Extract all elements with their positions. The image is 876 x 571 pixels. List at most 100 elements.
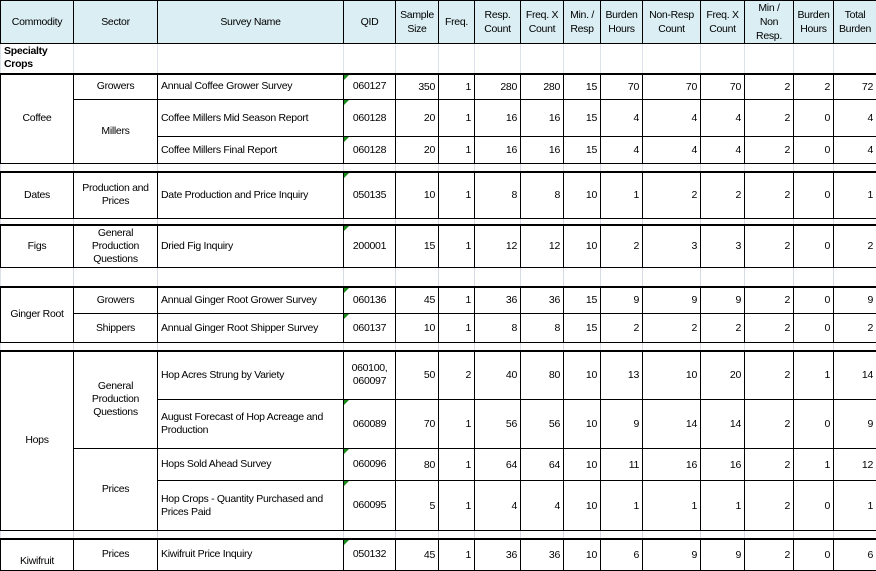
value-cell-freq-x-count[interactable]: 280	[520, 72, 564, 100]
value-cell-total-burden[interactable]: 9	[833, 285, 876, 314]
empty-cell[interactable]	[73, 342, 158, 351]
value-cell-min-per-nonresp[interactable]: 2	[744, 313, 794, 343]
value-cell-non-resp-count[interactable]: 4	[642, 136, 701, 164]
comment-marker-icon[interactable]	[344, 314, 349, 319]
empty-cell[interactable]	[700, 163, 745, 172]
column-header-survey-name[interactable]: Survey Name	[157, 0, 344, 44]
value-cell-burden-hours-nonresp[interactable]: 0	[793, 285, 834, 314]
sector-cell[interactable]: Prices	[73, 448, 158, 531]
value-cell-freq[interactable]: 1	[438, 223, 475, 268]
empty-cell[interactable]	[700, 530, 745, 539]
value-cell-freq-x-count-nonresp[interactable]: 9	[700, 537, 745, 571]
value-cell-min-per-nonresp[interactable]: 2	[744, 349, 794, 400]
empty-cell[interactable]	[833, 163, 876, 172]
value-cell-freq[interactable]: 1	[438, 448, 475, 481]
value-cell-resp-count[interactable]: 16	[474, 99, 521, 137]
empty-cell[interactable]	[73, 163, 158, 172]
empty-cell[interactable]	[474, 530, 521, 539]
value-cell-freq-x-count-nonresp[interactable]: 2	[700, 170, 745, 219]
empty-cell[interactable]	[395, 43, 439, 74]
value-cell-resp-count[interactable]: 56	[474, 399, 521, 449]
value-cell-total-burden[interactable]: 2	[833, 223, 876, 268]
survey-name-cell[interactable]: Dried Fig Inquiry	[157, 223, 344, 268]
value-cell-non-resp-count[interactable]: 10	[642, 349, 701, 400]
value-cell-non-resp-count[interactable]: 2	[642, 170, 701, 219]
qid-cell[interactable]: 060096	[343, 448, 396, 481]
value-cell-burden-hours-nonresp[interactable]: 2	[793, 72, 834, 100]
empty-cell[interactable]	[833, 43, 876, 74]
empty-cell[interactable]	[700, 43, 745, 74]
empty-cell[interactable]	[438, 342, 475, 351]
empty-cell[interactable]	[563, 163, 601, 172]
survey-name-cell[interactable]: Kiwifruit Price Inquiry	[157, 537, 344, 571]
value-cell-resp-count[interactable]: 64	[474, 448, 521, 481]
sector-cell[interactable]: Prices	[73, 537, 158, 571]
empty-cell[interactable]	[157, 163, 344, 172]
survey-name-cell[interactable]: Hops Sold Ahead Survey	[157, 448, 344, 481]
qid-cell[interactable]: 050135	[343, 170, 396, 219]
sector-cell[interactable]: Growers	[73, 285, 158, 314]
value-cell-freq-x-count[interactable]: 8	[520, 170, 564, 219]
value-cell-burden-hours[interactable]: 9	[600, 285, 643, 314]
value-cell-freq-x-count[interactable]: 4	[520, 480, 564, 531]
empty-cell[interactable]	[157, 43, 344, 74]
value-cell-min-per-resp[interactable]: 15	[563, 285, 601, 314]
empty-cell[interactable]	[642, 163, 701, 172]
commodity-cell[interactable]: Dates	[0, 170, 74, 219]
value-cell-resp-count[interactable]: 40	[474, 349, 521, 400]
empty-cell[interactable]	[793, 163, 834, 172]
value-cell-total-burden[interactable]: 1	[833, 480, 876, 531]
empty-cell[interactable]	[563, 267, 601, 287]
value-cell-freq[interactable]: 1	[438, 285, 475, 314]
value-cell-min-per-nonresp[interactable]: 2	[744, 448, 794, 481]
value-cell-burden-hours-nonresp[interactable]: 0	[793, 537, 834, 571]
value-cell-burden-hours[interactable]: 1	[600, 480, 643, 531]
sector-cell[interactable]: Growers	[73, 72, 158, 100]
empty-cell[interactable]	[642, 267, 701, 287]
comment-marker-icon[interactable]	[344, 173, 349, 178]
value-cell-freq[interactable]: 1	[438, 313, 475, 343]
empty-cell[interactable]	[0, 267, 74, 287]
empty-cell[interactable]	[793, 342, 834, 351]
empty-cell[interactable]	[744, 530, 794, 539]
empty-cell[interactable]	[474, 163, 521, 172]
commodity-cell[interactable]: Hops	[0, 349, 74, 531]
value-cell-resp-count[interactable]: 36	[474, 285, 521, 314]
value-cell-burden-hours[interactable]: 2	[600, 223, 643, 268]
comment-marker-icon[interactable]	[344, 449, 349, 454]
qid-cell[interactable]: 050132	[343, 537, 396, 571]
value-cell-min-per-resp[interactable]: 10	[563, 480, 601, 531]
value-cell-burden-hours[interactable]: 1	[600, 170, 643, 219]
qid-cell[interactable]: 060095	[343, 480, 396, 531]
column-header-freq-x-count-nonresp[interactable]: Freq. X Count	[700, 0, 745, 44]
value-cell-non-resp-count[interactable]: 9	[642, 537, 701, 571]
value-cell-freq-x-count-nonresp[interactable]: 16	[700, 448, 745, 481]
empty-cell[interactable]	[700, 342, 745, 351]
empty-cell[interactable]	[520, 43, 564, 74]
value-cell-burden-hours[interactable]: 13	[600, 349, 643, 400]
column-header-commodity[interactable]: Commodity	[0, 0, 74, 44]
value-cell-freq-x-count[interactable]: 12	[520, 223, 564, 268]
value-cell-total-burden[interactable]: 2	[833, 313, 876, 343]
value-cell-total-burden[interactable]: 6	[833, 537, 876, 571]
comment-marker-icon[interactable]	[344, 400, 349, 405]
column-header-qid[interactable]: QID	[343, 0, 396, 44]
qid-cell[interactable]: 060089	[343, 399, 396, 449]
value-cell-min-per-resp[interactable]: 10	[563, 399, 601, 449]
value-cell-sample-size[interactable]: 45	[395, 537, 439, 571]
value-cell-burden-hours-nonresp[interactable]: 0	[793, 223, 834, 268]
value-cell-freq-x-count-nonresp[interactable]: 1	[700, 480, 745, 531]
value-cell-min-per-resp[interactable]: 10	[563, 537, 601, 571]
empty-cell[interactable]	[520, 342, 564, 351]
empty-cell[interactable]	[793, 530, 834, 539]
column-header-non-resp-count[interactable]: Non-Resp Count	[642, 0, 701, 44]
value-cell-resp-count[interactable]: 12	[474, 223, 521, 268]
value-cell-freq-x-count-nonresp[interactable]: 9	[700, 285, 745, 314]
value-cell-sample-size[interactable]: 20	[395, 136, 439, 164]
value-cell-total-burden[interactable]: 72	[833, 72, 876, 100]
column-header-min-per-resp[interactable]: Min. / Resp	[563, 0, 601, 44]
empty-cell[interactable]	[438, 530, 475, 539]
empty-cell[interactable]	[600, 530, 643, 539]
empty-cell[interactable]	[343, 267, 396, 287]
value-cell-sample-size[interactable]: 10	[395, 313, 439, 343]
